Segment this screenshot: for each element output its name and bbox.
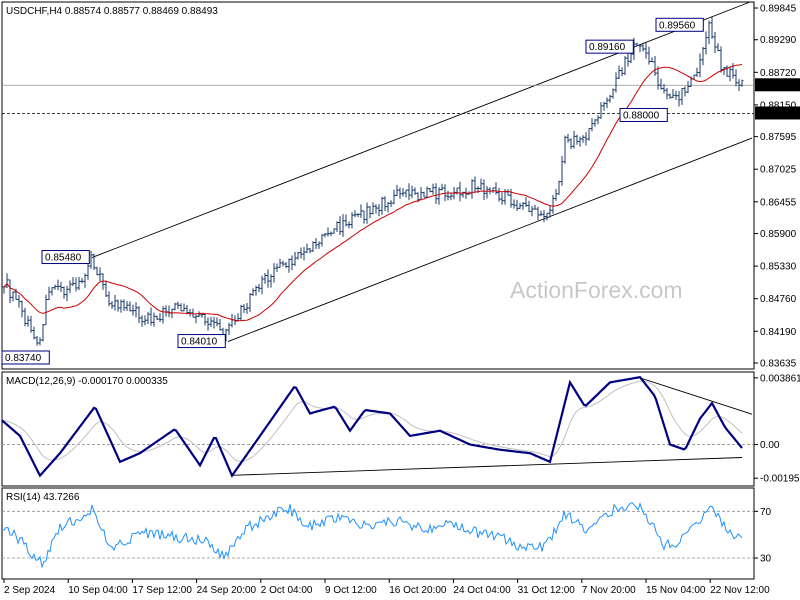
price-y-tick-label: 0.89290 [760, 35, 797, 46]
x-tick-label: 24 Oct 04:00 [453, 585, 511, 596]
x-tick-label: 7 Nov 20:00 [582, 585, 636, 596]
level-label-088000-box [619, 107, 668, 122]
low-label-084010-box [177, 334, 226, 349]
x-tick-label: 2 Sep 2024 [4, 585, 56, 596]
macd-y-tick-label: 0.00 [760, 440, 780, 451]
rsi-line [1, 501, 743, 569]
price-y-tick-label: 0.85330 [760, 262, 797, 273]
current-price-tag-bg [755, 78, 800, 92]
high-label-089560: 0.89560 [659, 20, 696, 31]
high-label-085480-box [41, 250, 90, 265]
macd-y-tick-label: 0.003861 [760, 373, 800, 384]
macd-title: MACD(12,26,9) -0.000170 0.000335 [6, 376, 168, 387]
x-tick-label: 10 Sep 04:00 [68, 585, 128, 596]
watermark: ActionForex.com [510, 277, 683, 303]
macd-trend-line [231, 457, 743, 476]
macd-panel-frame [1, 371, 755, 487]
rsi-y-tick-label: 30 [760, 554, 772, 565]
price-y-tick-label: 0.83635 [760, 358, 797, 369]
x-tick-label: 16 Oct 20:00 [389, 585, 447, 596]
x-tick-label: 24 Sep 20:00 [197, 585, 257, 596]
channel-upper-line [91, 1, 751, 258]
macd-y-tick-label: -0.00195 [760, 474, 800, 485]
x-tick-label: 15 Nov 04:00 [646, 585, 706, 596]
high-label-085480: 0.85480 [45, 253, 82, 264]
support-level-tag: 0.88000 [758, 109, 795, 120]
x-tick-label: 9 Oct 12:00 [325, 585, 377, 596]
high-label-089160: 0.89160 [589, 42, 626, 53]
macd-main-line [1, 376, 743, 478]
price-y-tick-label: 0.85900 [760, 229, 797, 240]
price-y-tick-label: 0.89845 [760, 4, 797, 15]
x-axis: 2 Sep 2024 10 Sep 04:00 17 Sep 12:00 24 Sep… [3, 579, 770, 596]
x-tick-label: 17 Sep 12:00 [132, 585, 192, 596]
x-tick-label: 2 Oct 04:00 [261, 585, 313, 596]
high-label-089160-box [585, 39, 634, 54]
low-label-083740-box [1, 350, 50, 365]
macd-signal-line [1, 380, 743, 462]
channel-lower-line [227, 137, 753, 342]
price-y-tick-label: 0.87595 [760, 132, 797, 143]
support-level-tag-bg [755, 106, 800, 120]
price-y-tick-label: 0.88150 [760, 100, 797, 111]
price-y-tick-label: 0.84190 [760, 327, 797, 338]
price-panel: 0.89845 0.89290 0.88720 0.88150 0.87595 0.870… [1, 1, 800, 369]
price-y-tick-label: 0.88720 [760, 68, 797, 79]
price-panel-frame [1, 1, 755, 370]
low-label-084010: 0.84010 [181, 337, 218, 348]
macd-panel: 0.003861 0.00 -0.00195 [1, 373, 800, 485]
x-tick-label: 22 Nov 12:00 [710, 585, 770, 596]
price-y-tick-label: 0.87025 [760, 165, 797, 176]
macd-trend-line [639, 377, 753, 415]
level-label-088000: 0.88000 [623, 110, 660, 121]
x-tick-label: 31 Oct 12:00 [518, 585, 576, 596]
price-y-tick-label: 0.86455 [760, 197, 797, 208]
price-header: USDCHF,H4 0.88574 0.88577 0.88469 0.8849… [6, 6, 218, 17]
current-price-tag: 0.88493 [758, 81, 795, 92]
rsi-panel-frame [1, 487, 755, 580]
rsi-panel: 70 30 [1, 501, 772, 569]
rsi-y-tick-label: 70 [760, 507, 772, 518]
low-label-083740: 0.83740 [5, 353, 42, 364]
price-y-tick-label: 0.84760 [760, 294, 797, 305]
high-label-089560-box [655, 17, 704, 32]
moving-average-line [3, 63, 743, 322]
rsi-title: RSI(14) 43.7266 [6, 492, 80, 503]
